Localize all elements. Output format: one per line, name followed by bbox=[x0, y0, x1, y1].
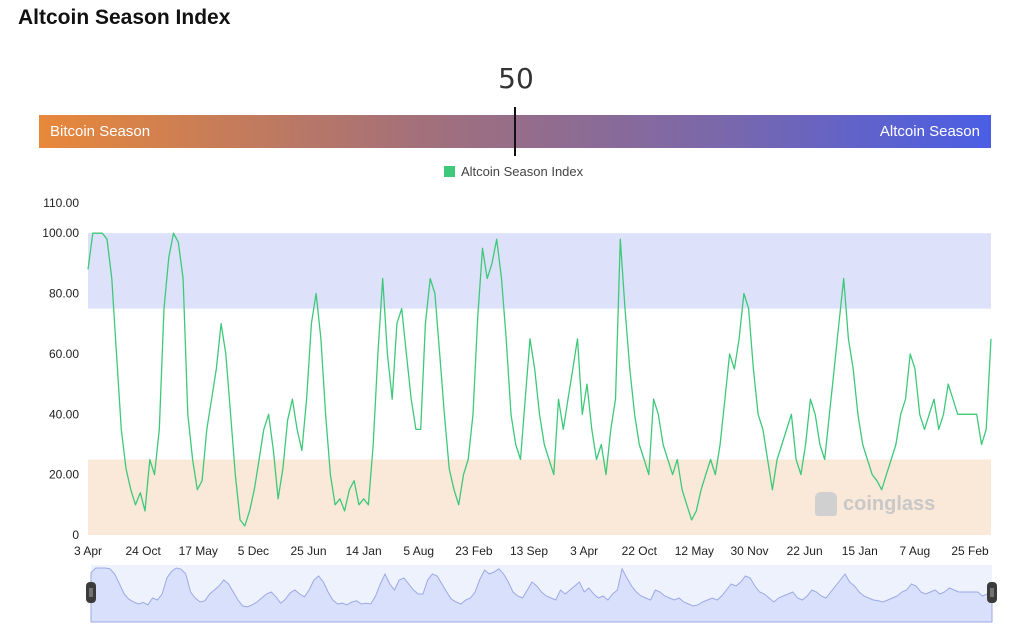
y-tick-label: 100.00 bbox=[42, 226, 79, 240]
y-tick-label: 60.00 bbox=[49, 347, 79, 361]
bitcoin-season-zone bbox=[88, 459, 991, 535]
x-tick-label: 3 Apr bbox=[570, 544, 598, 558]
x-tick-label: 7 Aug bbox=[900, 544, 931, 558]
y-tick-label: 20.00 bbox=[49, 468, 79, 482]
legend-label: Altcoin Season Index bbox=[461, 164, 584, 179]
y-tick-label: 110.00 bbox=[43, 196, 79, 210]
x-tick-label: 5 Aug bbox=[403, 544, 434, 558]
x-tick-label: 24 Oct bbox=[125, 544, 161, 558]
legend-swatch bbox=[444, 166, 455, 177]
gauge-needle bbox=[514, 107, 516, 156]
watermark-text: coinglass bbox=[843, 492, 936, 515]
x-tick-label: 25 Feb bbox=[951, 544, 989, 558]
legend-item[interactable]: Altcoin Season Index bbox=[444, 164, 583, 179]
x-tick-label: 22 Oct bbox=[622, 544, 658, 558]
x-tick-label: 14 Jan bbox=[346, 544, 382, 558]
x-tick-label: 23 Feb bbox=[455, 544, 493, 558]
x-tick-label: 22 Jun bbox=[787, 544, 823, 558]
series-line-altcoin-season-index bbox=[87, 232, 992, 527]
page-title: Altcoin Season Index bbox=[18, 6, 231, 29]
x-tick-label: 12 May bbox=[675, 544, 714, 558]
y-tick-label: 40.00 bbox=[49, 407, 79, 421]
x-tick-label: 30 Nov bbox=[730, 544, 768, 558]
gauge-left-label: Bitcoin Season bbox=[50, 123, 151, 140]
watermark-logo: coinglass bbox=[815, 492, 935, 516]
navigator-area bbox=[90, 567, 993, 623]
coinglass-icon bbox=[815, 492, 837, 516]
range-navigator[interactable] bbox=[86, 565, 997, 623]
navigator-right-handle[interactable] bbox=[987, 582, 997, 603]
x-tick-label: 5 Dec bbox=[238, 544, 269, 558]
y-tick-label: 80.00 bbox=[49, 287, 79, 301]
navigator-left-handle[interactable] bbox=[86, 582, 96, 603]
x-tick-label: 13 Sep bbox=[510, 544, 548, 558]
gauge-right-label: Altcoin Season bbox=[879, 123, 980, 140]
y-tick-label: 0 bbox=[72, 528, 79, 542]
gauge-value: 50 bbox=[498, 62, 534, 95]
x-tick-label: 25 Jun bbox=[290, 544, 326, 558]
altcoin-season-zone bbox=[88, 233, 991, 309]
x-tick-label: 17 May bbox=[179, 544, 218, 558]
x-tick-label: 15 Jan bbox=[842, 544, 878, 558]
x-tick-label: 3 Apr bbox=[74, 544, 102, 558]
